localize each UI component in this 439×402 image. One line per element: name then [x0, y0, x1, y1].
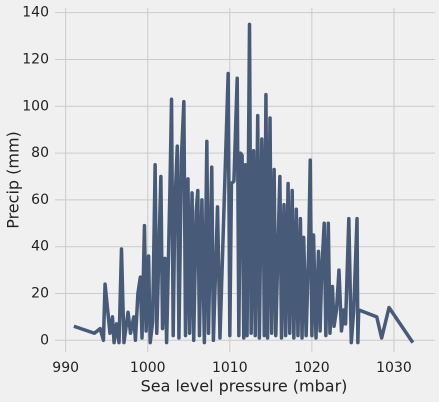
x-tick-label: 1000	[130, 360, 166, 376]
y-tick-label: 140	[22, 5, 49, 21]
data-line	[73, 22, 415, 345]
y-axis-label: Precip (mm)	[4, 131, 23, 229]
x-axis-label: Sea level pressure (mbar)	[141, 377, 348, 396]
x-tick-label: 1030	[376, 360, 412, 376]
y-tick-label: 60	[31, 192, 49, 208]
x-tick-label: 990	[52, 360, 79, 376]
y-tick-label: 100	[22, 98, 49, 114]
y-tick-label: 20	[31, 285, 49, 301]
y-tick-label: 40	[31, 239, 49, 255]
x-tick-label: 1010	[212, 360, 248, 376]
y-tick-label: 0	[40, 332, 49, 348]
y-tick-label: 80	[31, 145, 49, 161]
y-tick-label: 120	[22, 51, 49, 67]
x-tick-label: 1020	[294, 360, 330, 376]
